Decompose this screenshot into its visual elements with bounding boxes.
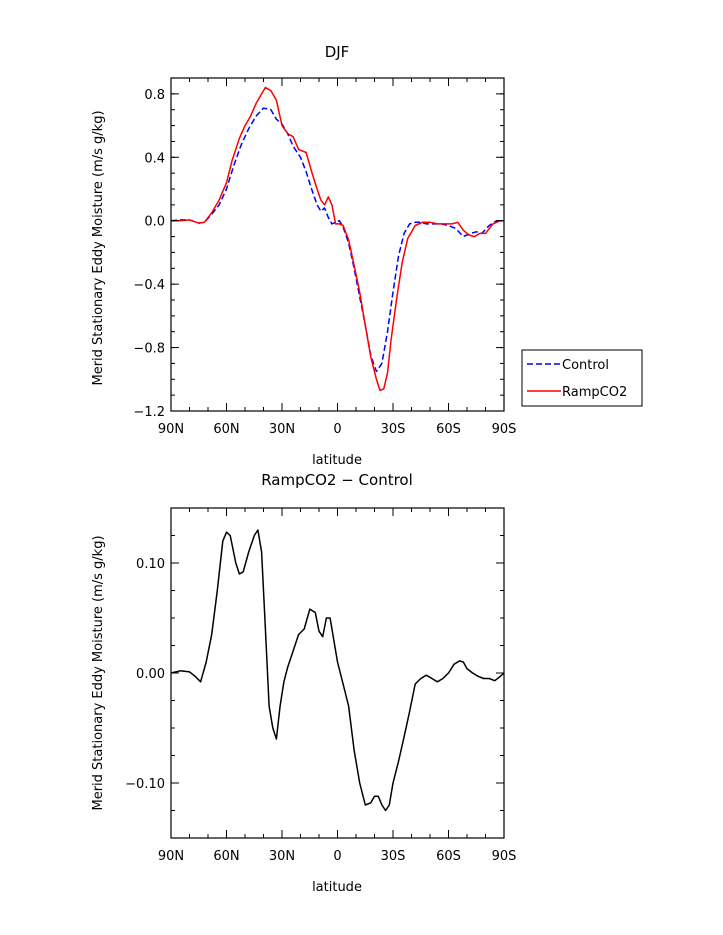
x-tick-label: 30S xyxy=(381,849,406,864)
x-tick-label: 30N xyxy=(269,849,295,864)
x-tick-label: 30S xyxy=(381,422,406,437)
top-panel: DJF latitude Merid Stationary Eddy Moist… xyxy=(91,43,643,468)
bottom-panel: RampCO2 − Control latitude Merid Station… xyxy=(91,471,516,895)
series-line-control xyxy=(170,107,504,373)
x-tick-label: 60N xyxy=(213,422,239,437)
legend-label-rampco2: RampCO2 xyxy=(562,385,627,400)
x-tick-label: 0 xyxy=(333,422,341,437)
y-tick-label: 0.10 xyxy=(136,557,165,572)
y-tick-label: 0.00 xyxy=(136,667,165,682)
x-tick-label: 60S xyxy=(436,849,461,864)
bottom-panel-title: RampCO2 − Control xyxy=(261,471,413,489)
legend-label-control: Control xyxy=(562,358,609,373)
bottom-panel-plot-area xyxy=(170,529,505,812)
y-tick-label: −0.10 xyxy=(125,777,165,792)
y-tick-label: −0.8 xyxy=(133,342,165,357)
top-panel-plot-area xyxy=(170,86,504,392)
bottom-panel-ylabel: Merid Stationary Eddy Moisture (m/s g/kg… xyxy=(91,535,106,810)
x-tick-label: 90N xyxy=(158,422,184,437)
y-tick-label: −0.4 xyxy=(133,278,165,293)
top-panel-title: DJF xyxy=(325,43,350,61)
top-panel-ticks: 90N 60N 30N 0 30S 60S 90S 0.8 0.4 0.0 −0.4 −0.8 −1.2 xyxy=(133,77,517,437)
x-tick-label: 90S xyxy=(492,849,517,864)
x-tick-label: 30N xyxy=(269,422,295,437)
y-tick-label: 0.0 xyxy=(144,215,165,230)
series-line-rampco2 xyxy=(171,86,504,392)
series-line-difference xyxy=(170,529,505,812)
top-panel-xlabel: latitude xyxy=(312,453,362,468)
x-tick-label: 60N xyxy=(213,849,239,864)
x-tick-label: 60S xyxy=(436,422,461,437)
y-tick-label: −1.2 xyxy=(133,405,165,420)
x-tick-label: 90N xyxy=(158,849,184,864)
y-tick-label: 0.4 xyxy=(144,151,165,166)
x-tick-label: 0 xyxy=(333,849,341,864)
top-panel-frame xyxy=(170,77,505,412)
legend-box xyxy=(521,349,643,407)
top-panel-ylabel: Merid Stationary Eddy Moisture (m/s g/kg… xyxy=(91,110,106,385)
legend: Control RampCO2 xyxy=(521,349,643,407)
x-tick-label: 90S xyxy=(492,422,517,437)
bottom-panel-xlabel: latitude xyxy=(312,880,362,895)
y-tick-label: 0.8 xyxy=(144,88,165,103)
bottom-panel-ticks: 90N 60N 30N 0 30S 60S 90S 0.10 0.00 −0.10 xyxy=(125,507,517,864)
